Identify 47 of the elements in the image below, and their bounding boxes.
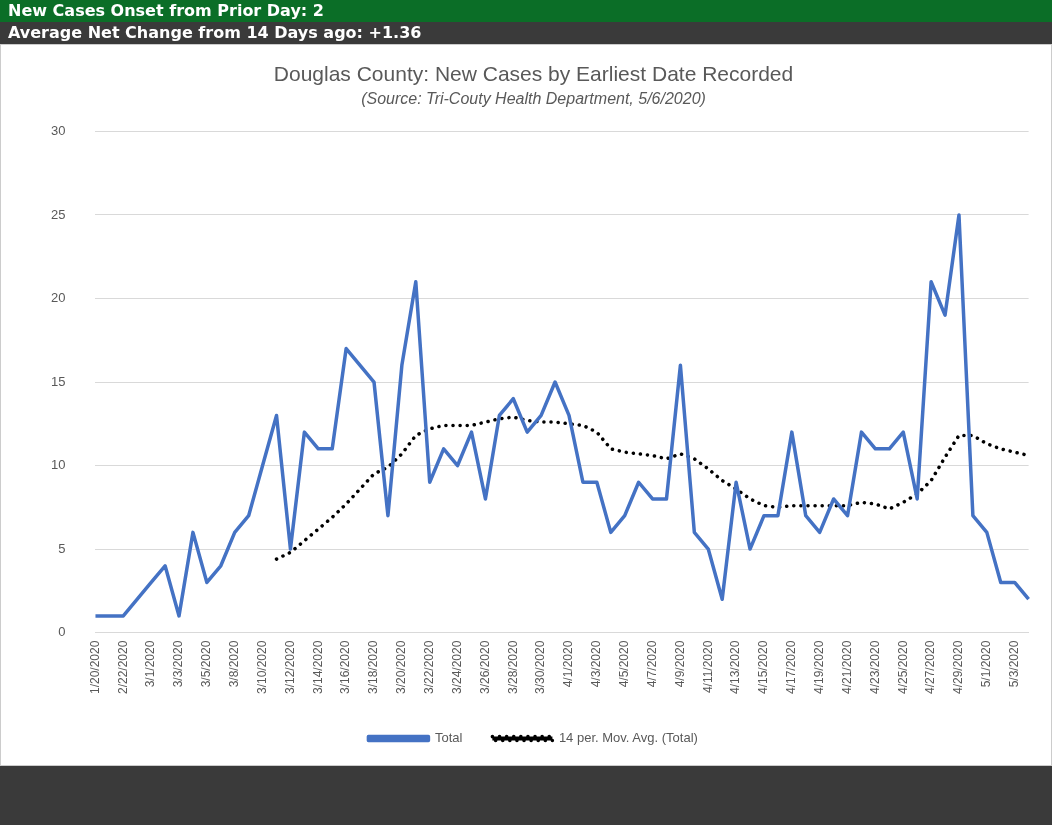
x-tick-label: 3/1/2020 [143, 640, 158, 688]
x-tick-label: 4/11/2020 [700, 640, 715, 694]
x-tick-label: 4/23/2020 [867, 640, 882, 695]
x-tick-label: 3/28/2020 [505, 640, 520, 695]
x-tick-label: 3/26/2020 [477, 640, 492, 695]
y-tick-label: 30 [50, 122, 66, 138]
x-tick-label: 4/19/2020 [812, 640, 826, 695]
x-tick-label: 4/1/2020 [561, 640, 576, 688]
x-tick-label: 5/1/2020 [979, 640, 994, 688]
legend-label: 14 per. Mov. Avg. (Total) [558, 730, 698, 746]
x-tick-label: 4/17/2020 [784, 640, 799, 695]
x-tick-label: 3/8/2020 [227, 640, 242, 688]
x-tick-label: 4/5/2020 [617, 640, 632, 688]
x-tick-label: 3/30/2020 [533, 640, 548, 695]
text: New Cases Onset from Prior Day: 2 [0, 0, 1052, 22]
x-tick-label: 4/27/2020 [923, 640, 938, 695]
x-tick-label: 4/21/2020 [839, 640, 854, 695]
y-tick-label: 20 [50, 290, 66, 306]
x-tick-label: 4/7/2020 [644, 640, 659, 688]
x-tick-label: 3/16/2020 [338, 640, 353, 695]
y-tick-label: 10 [50, 457, 66, 473]
x-tick-label: 2/22/2020 [115, 640, 130, 695]
y-tick-label: 0 [58, 624, 66, 640]
chart-title: Douglas County: New Cases by Earliest Date Recorded [273, 62, 794, 86]
chart-subtitle: (Source: Tri-Couty Health Department, 5/6/2020) [361, 90, 706, 108]
x-tick-label: 3/10/2020 [254, 640, 269, 695]
x-tick-label: 3/5/2020 [199, 640, 214, 688]
x-tick-label: 4/3/2020 [589, 640, 604, 688]
y-tick-label: 15 [50, 373, 66, 389]
x-tick-label: 3/18/2020 [366, 640, 381, 695]
x-tick-label: 4/25/2020 [895, 640, 910, 695]
x-tick-label: 3/20/2020 [394, 640, 409, 695]
x-tick-label: 3/14/2020 [310, 640, 325, 695]
x-tick-label: 4/15/2020 [756, 640, 771, 695]
x-tick-label: 3/12/2020 [282, 640, 297, 695]
y-tick-label: 5 [58, 540, 66, 556]
y-tick-label: 25 [50, 206, 66, 222]
legend-label: Total [434, 730, 463, 746]
x-tick-label: 5/3/2020 [1006, 640, 1021, 688]
text: Average Net Change from 14 Days ago: +1.36 [0, 22, 1052, 44]
x-tick-label: 1/20/2020 [87, 640, 102, 695]
x-tick-label: 3/24/2020 [449, 640, 464, 695]
x-tick-label: 4/29/2020 [951, 640, 966, 695]
x-tick-label: 4/9/2020 [672, 640, 687, 688]
x-tick-label: 3/3/2020 [171, 640, 186, 688]
x-tick-label: 3/22/2020 [422, 640, 437, 695]
x-tick-label: 4/13/2020 [728, 640, 743, 695]
